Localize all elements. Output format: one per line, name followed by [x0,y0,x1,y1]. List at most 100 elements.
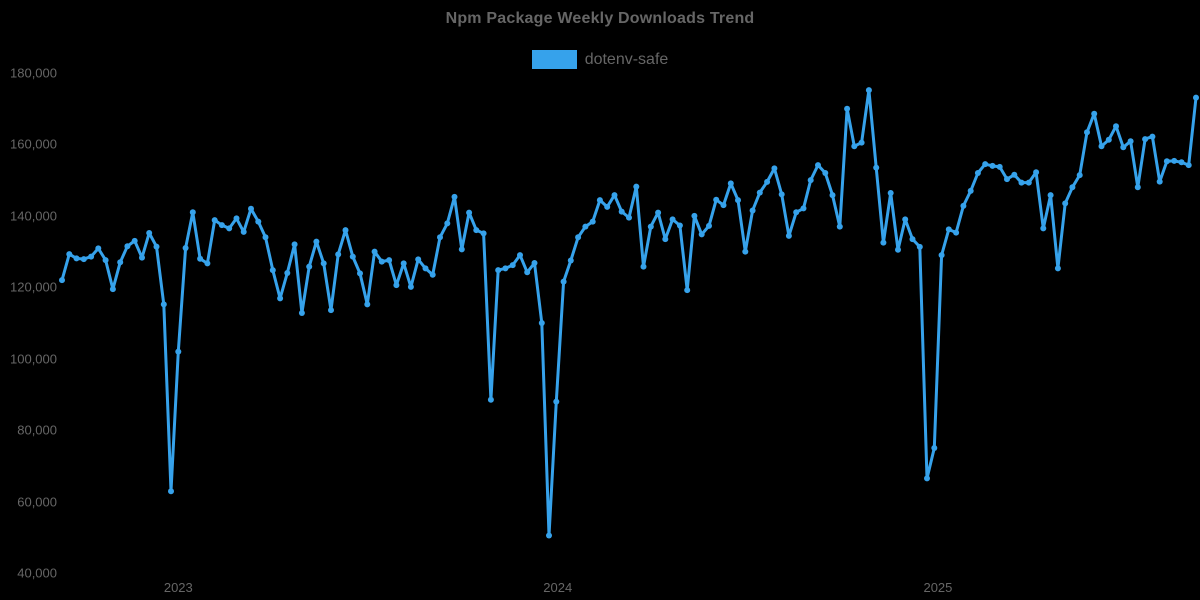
data-point[interactable] [836,223,843,230]
data-point[interactable] [1004,176,1010,183]
data-point[interactable] [902,216,909,223]
data-point[interactable] [502,265,509,272]
data-point[interactable] [160,301,167,308]
data-point[interactable] [313,238,320,245]
data-point[interactable] [139,254,145,261]
data-point[interactable] [495,267,502,274]
data-point[interactable] [117,259,124,266]
data-point[interactable] [124,243,131,250]
data-point[interactable] [749,207,756,214]
data-point[interactable] [618,208,625,215]
data-point[interactable] [422,265,429,272]
data-point[interactable] [1098,143,1105,150]
data-point[interactable] [1142,136,1149,143]
data-point[interactable] [640,263,647,270]
data-point[interactable] [480,230,487,237]
data-point[interactable] [189,209,196,216]
data-point[interactable] [88,253,95,260]
data-point[interactable] [211,217,218,224]
data-point[interactable] [233,215,240,222]
data-point[interactable] [778,191,785,198]
data-point[interactable] [691,212,698,219]
data-point[interactable] [73,255,80,262]
data-point[interactable] [364,301,371,308]
data-point[interactable] [429,271,436,278]
data-point[interactable] [226,225,233,232]
data-point[interactable] [328,307,334,314]
legend-item-dotenv-safe[interactable]: dotenv-safe [531,50,668,69]
data-point[interactable] [1185,162,1192,169]
data-point[interactable] [240,228,247,235]
data-point[interactable] [1076,172,1083,179]
data-point[interactable] [844,105,851,112]
data-point[interactable] [291,241,298,248]
data-point[interactable] [589,218,596,225]
data-point[interactable] [349,253,356,260]
data-point[interactable] [662,236,669,243]
data-point[interactable] [1134,184,1141,191]
data-point[interactable] [720,202,727,209]
data-point[interactable] [938,252,945,259]
data-point[interactable] [851,143,858,150]
data-point[interactable] [357,270,363,277]
data-point[interactable] [1171,157,1178,164]
data-point[interactable] [204,260,211,267]
data-point[interactable] [1193,94,1199,101]
data-point[interactable] [655,209,662,216]
data-point[interactable] [822,170,829,176]
data-point[interactable] [829,192,836,199]
data-point[interactable] [335,251,342,258]
data-point[interactable] [197,255,204,262]
data-point[interactable] [735,197,741,204]
data-point[interactable] [982,161,989,168]
data-point[interactable] [95,245,102,252]
data-point[interactable] [800,205,807,212]
data-point[interactable] [531,260,538,266]
data-point[interactable] [386,257,393,264]
data-point[interactable] [1062,200,1069,207]
data-point[interactable] [378,258,385,265]
data-point[interactable] [1011,171,1018,178]
data-point[interactable] [218,222,225,229]
data-point[interactable] [865,87,872,94]
data-point[interactable] [1163,158,1170,165]
data-point[interactable] [1018,179,1025,186]
data-point[interactable] [1069,184,1076,191]
data-point[interactable] [255,218,262,225]
data-point[interactable] [676,222,683,229]
data-point[interactable] [415,256,422,263]
data-point[interactable] [974,170,981,176]
data-point[interactable] [182,245,189,251]
data-point[interactable] [931,445,938,451]
data-point[interactable] [393,282,400,289]
data-point[interactable] [880,239,887,246]
data-point[interactable] [706,222,712,229]
data-point[interactable] [524,269,531,276]
data-point[interactable] [1113,123,1119,130]
data-point[interactable] [953,229,960,236]
data-point[interactable] [509,262,516,269]
data-point[interactable] [945,226,952,233]
data-point[interactable] [567,257,574,264]
data-point[interactable] [1033,169,1040,176]
data-point[interactable] [146,230,153,236]
data-point[interactable] [764,178,771,185]
data-point[interactable] [1084,129,1090,136]
data-point[interactable] [546,532,552,539]
data-point[interactable] [1047,192,1054,199]
data-point[interactable] [342,227,349,234]
data-point[interactable] [771,165,778,172]
data-point[interactable] [1025,179,1032,186]
data-point[interactable] [102,257,109,264]
data-point[interactable] [924,475,930,482]
data-point[interactable] [168,488,174,495]
data-point[interactable] [611,192,618,199]
data-point[interactable] [1178,159,1185,166]
data-point[interactable] [698,231,705,238]
data-point[interactable] [400,260,407,267]
data-point[interactable] [873,164,880,171]
data-point[interactable] [407,283,414,290]
data-point[interactable] [538,320,545,326]
data-point[interactable] [1105,136,1112,143]
data-point[interactable] [756,189,763,196]
